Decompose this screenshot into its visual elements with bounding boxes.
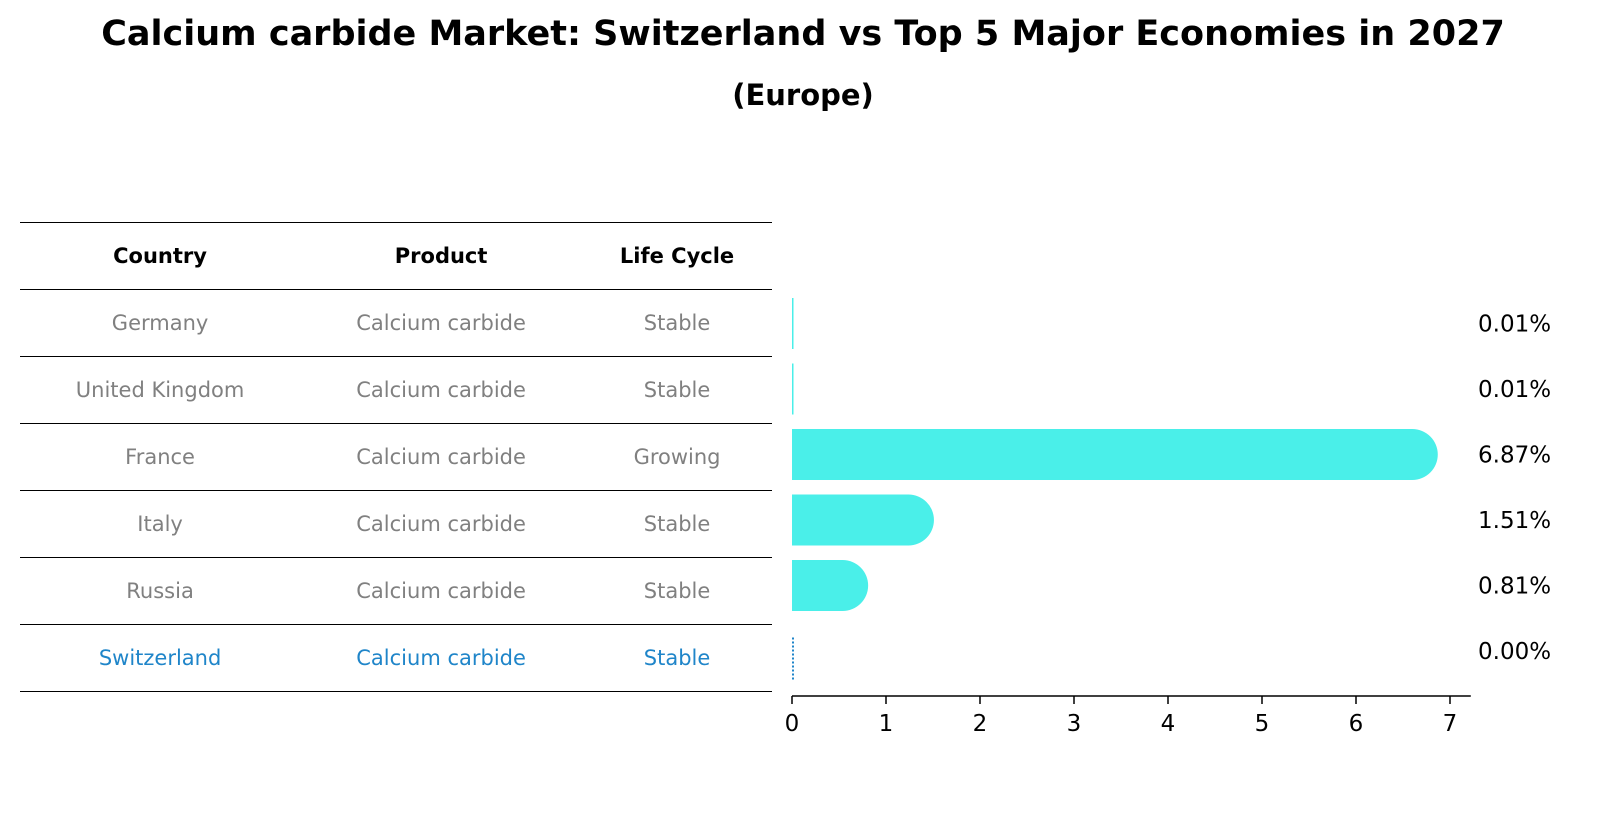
cell-life-cycle: Growing — [582, 423, 772, 491]
x-tick-label: 7 — [1443, 711, 1458, 737]
table-row: Italy Calcium carbide Stable — [20, 490, 772, 558]
x-tick-label: 0 — [785, 711, 800, 737]
table-row-highlight: Switzerland Calcium carbide Stable — [20, 624, 772, 692]
cell-product: Calcium carbide — [300, 356, 583, 424]
header-product: Product — [300, 222, 583, 290]
cell-country: Germany — [20, 289, 301, 357]
cell-product: Calcium carbide — [300, 490, 583, 558]
x-tick-label: 4 — [1161, 711, 1176, 737]
cell-life-cycle: Stable — [582, 624, 772, 692]
value-label: 6.87% — [1478, 443, 1551, 469]
cell-life-cycle: Stable — [582, 557, 772, 625]
chart-title: Calcium carbide Market: Switzerland vs T… — [101, 14, 1505, 54]
chart-subtitle: (Europe) — [732, 78, 874, 112]
cell-life-cycle: Stable — [582, 356, 772, 424]
x-tick-label: 6 — [1349, 711, 1364, 737]
cell-life-cycle: Stable — [582, 289, 772, 357]
x-tick-label: 3 — [1067, 711, 1082, 737]
cell-country: Switzerland — [20, 624, 301, 692]
table-row: Russia Calcium carbide Stable — [20, 557, 772, 625]
table-row: France Calcium carbide Growing — [20, 423, 772, 491]
cell-country: United Kingdom — [20, 356, 301, 424]
cell-product: Calcium carbide — [300, 624, 583, 692]
bar-italy — [792, 494, 934, 546]
bar-russia — [792, 560, 869, 611]
cell-country: France — [20, 423, 301, 491]
table-row: Germany Calcium carbide Stable — [20, 289, 772, 357]
x-tick-label: 1 — [879, 711, 894, 737]
cell-life-cycle: Stable — [582, 490, 772, 558]
value-label: 0.00% — [1478, 639, 1551, 665]
bar-france — [792, 429, 1438, 480]
bar-germany — [792, 298, 794, 349]
bar-united-kingdom — [792, 363, 794, 415]
value-label: 0.01% — [1478, 377, 1551, 403]
x-tick-label: 5 — [1255, 711, 1270, 737]
cell-product: Calcium carbide — [300, 557, 583, 625]
header-life-cycle: Life Cycle — [582, 222, 772, 290]
header-country: Country — [20, 222, 301, 290]
value-label: 0.81% — [1478, 574, 1551, 600]
cell-country: Russia — [20, 557, 301, 625]
table-header-row: Country Product Life Cycle — [20, 222, 772, 290]
value-label: 1.51% — [1478, 508, 1551, 534]
table-row: United Kingdom Calcium carbide Stable — [20, 356, 772, 424]
cell-product: Calcium carbide — [300, 289, 583, 357]
x-tick-label: 2 — [973, 711, 988, 737]
value-label: 0.01% — [1478, 312, 1551, 338]
country-table: Country Product Life Cycle Germany Calci… — [20, 222, 772, 692]
cell-country: Italy — [20, 490, 301, 558]
cell-product: Calcium carbide — [300, 423, 583, 491]
